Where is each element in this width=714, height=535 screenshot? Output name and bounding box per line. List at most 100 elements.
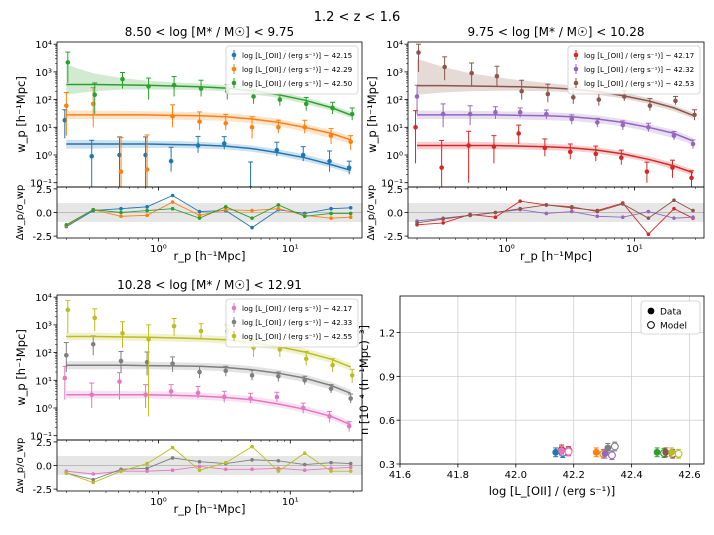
model-marker	[608, 451, 616, 460]
y-tick-label: 0.3	[379, 460, 395, 471]
residual-point	[595, 209, 600, 214]
y-tick-label: 10⁰	[35, 151, 52, 162]
residual-point	[145, 208, 149, 213]
data-point	[249, 373, 255, 378]
data-point	[348, 396, 353, 401]
y-tick-label: 10⁻¹	[381, 179, 403, 190]
residual-point	[302, 462, 307, 467]
data-point	[197, 119, 202, 124]
residual-point	[595, 214, 600, 219]
legend-label: log [L_[OII] / (erg s⁻¹)] ~ 42.33	[242, 318, 352, 327]
residual-point	[691, 208, 695, 213]
data-point	[171, 82, 177, 88]
data-point	[466, 143, 471, 148]
wp-plot-area	[413, 43, 698, 187]
residual-point	[170, 445, 175, 450]
data-point	[118, 169, 124, 174]
data-point	[414, 94, 420, 99]
residual-line	[66, 446, 351, 483]
data-point	[198, 86, 204, 91]
residual-point	[621, 202, 625, 206]
residual-point	[493, 215, 498, 220]
residual-point	[276, 458, 281, 463]
data-point	[197, 369, 202, 375]
data-marker	[604, 444, 612, 452]
data-point	[171, 323, 177, 329]
data-point	[348, 139, 353, 145]
data-point	[413, 125, 418, 130]
x-tick-label: 10⁰	[498, 244, 515, 255]
residual-point	[646, 232, 651, 237]
data-point	[542, 145, 548, 151]
data-point	[416, 50, 421, 55]
residual-line	[66, 204, 351, 226]
legend-marker	[231, 66, 237, 72]
data-point	[670, 165, 675, 170]
residual-point	[197, 216, 202, 220]
legend-label: log [L_[OII] / (erg s⁻¹)] ~ 42.17	[242, 304, 352, 313]
y-tick-label: 10³	[35, 321, 52, 332]
data-point	[300, 405, 306, 411]
data-point	[593, 151, 599, 157]
model-marker	[564, 447, 573, 456]
data-point	[544, 111, 549, 117]
number-density-panel: 41.6 41.8 42.0 42.2 42.4 42.6 0.3 0.6 0.9 1.2 log …	[357, 295, 705, 498]
x-axis-label: r_p [h⁻¹Mpc]	[174, 249, 246, 263]
data-point	[146, 84, 151, 89]
model-band	[66, 110, 351, 144]
residual-point	[348, 215, 353, 220]
residual-point	[250, 225, 254, 230]
x-tick-label: 42.2	[563, 470, 585, 481]
data-point	[120, 330, 125, 336]
residual-point	[415, 221, 419, 225]
residual-line	[66, 194, 351, 229]
axes-frame	[399, 295, 705, 465]
y-axis-label: n [10⁻⁴ (h⁻¹Mpc)⁻³]	[357, 325, 371, 435]
y-tick-label: 10³	[386, 68, 403, 79]
residual-point	[223, 467, 228, 472]
data-point	[622, 94, 627, 99]
data-point	[62, 375, 68, 381]
clustering-panel-2: 9.75 < log [M* / M☉] < 10.28 10⁻¹ 10⁰ 10¹ 10…	[365, 25, 705, 263]
data-point	[120, 76, 125, 82]
data-point	[168, 158, 174, 164]
data-point	[64, 352, 69, 358]
residual-point	[329, 469, 333, 473]
model-marker	[610, 442, 619, 451]
x-axis-label: r_p [h⁻¹Mpc]	[520, 249, 592, 263]
residual-point	[170, 193, 175, 198]
residual-y-tick-label: 2.5	[387, 185, 403, 196]
residual-point	[348, 211, 353, 216]
residual-point	[276, 469, 281, 473]
residual-point	[197, 213, 202, 218]
data-point	[692, 112, 697, 118]
residual-point	[250, 216, 254, 220]
data-point	[330, 362, 335, 368]
data-point	[327, 158, 332, 164]
x-tick-label: 41.6	[389, 470, 411, 481]
residual-point	[646, 216, 651, 220]
residual-point	[119, 210, 123, 215]
data-point	[349, 373, 355, 378]
data-point	[467, 111, 473, 117]
residual-point	[621, 215, 625, 220]
data-point	[65, 60, 71, 65]
residual-point	[197, 468, 202, 473]
legend-marker	[231, 319, 237, 325]
panel-title: 9.75 < log [M* / M☉] < 10.28	[467, 25, 644, 39]
model-band	[66, 361, 351, 397]
data-point	[439, 165, 444, 170]
data-point	[517, 109, 523, 115]
data-point	[274, 394, 280, 400]
residual-point	[302, 214, 307, 219]
residual-point	[544, 211, 549, 216]
legend-box	[225, 45, 359, 95]
residual-point	[170, 206, 175, 211]
residual-y-tick-label: -2.5	[32, 232, 52, 243]
legend-marker	[573, 80, 579, 86]
residual-point	[569, 205, 574, 209]
residual-point	[302, 468, 307, 473]
data-point	[346, 423, 352, 429]
legend-label: log [L_[OII] / (erg s⁻¹)] ~ 42.32	[584, 65, 694, 74]
